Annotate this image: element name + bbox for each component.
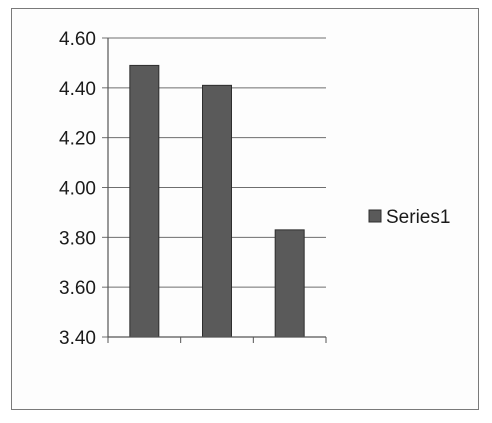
legend: Series1 (368, 207, 450, 228)
y-tick-label: 4.40 (59, 79, 96, 100)
bar-series1-2 (202, 84, 232, 338)
y-tick-label: 3.80 (59, 228, 96, 249)
y-axis-tick-labels: 3.40 3.60 3.80 4.00 4.20 4.40 4.60 (59, 29, 96, 349)
y-tick-label: 3.60 (59, 278, 96, 299)
bars (129, 64, 305, 338)
y-tick-label: 4.00 (59, 179, 96, 200)
legend-label-series1: Series1 (386, 207, 450, 228)
bar-series1-1 (129, 64, 160, 338)
bar-series1-3 (274, 229, 305, 338)
axes (107, 38, 327, 343)
y-tick-label: 4.60 (59, 29, 96, 50)
y-tick-label: 3.40 (59, 328, 96, 349)
legend-swatch-series1 (368, 209, 382, 223)
y-tick-label: 4.20 (59, 129, 96, 150)
chart-frame (11, 8, 479, 410)
